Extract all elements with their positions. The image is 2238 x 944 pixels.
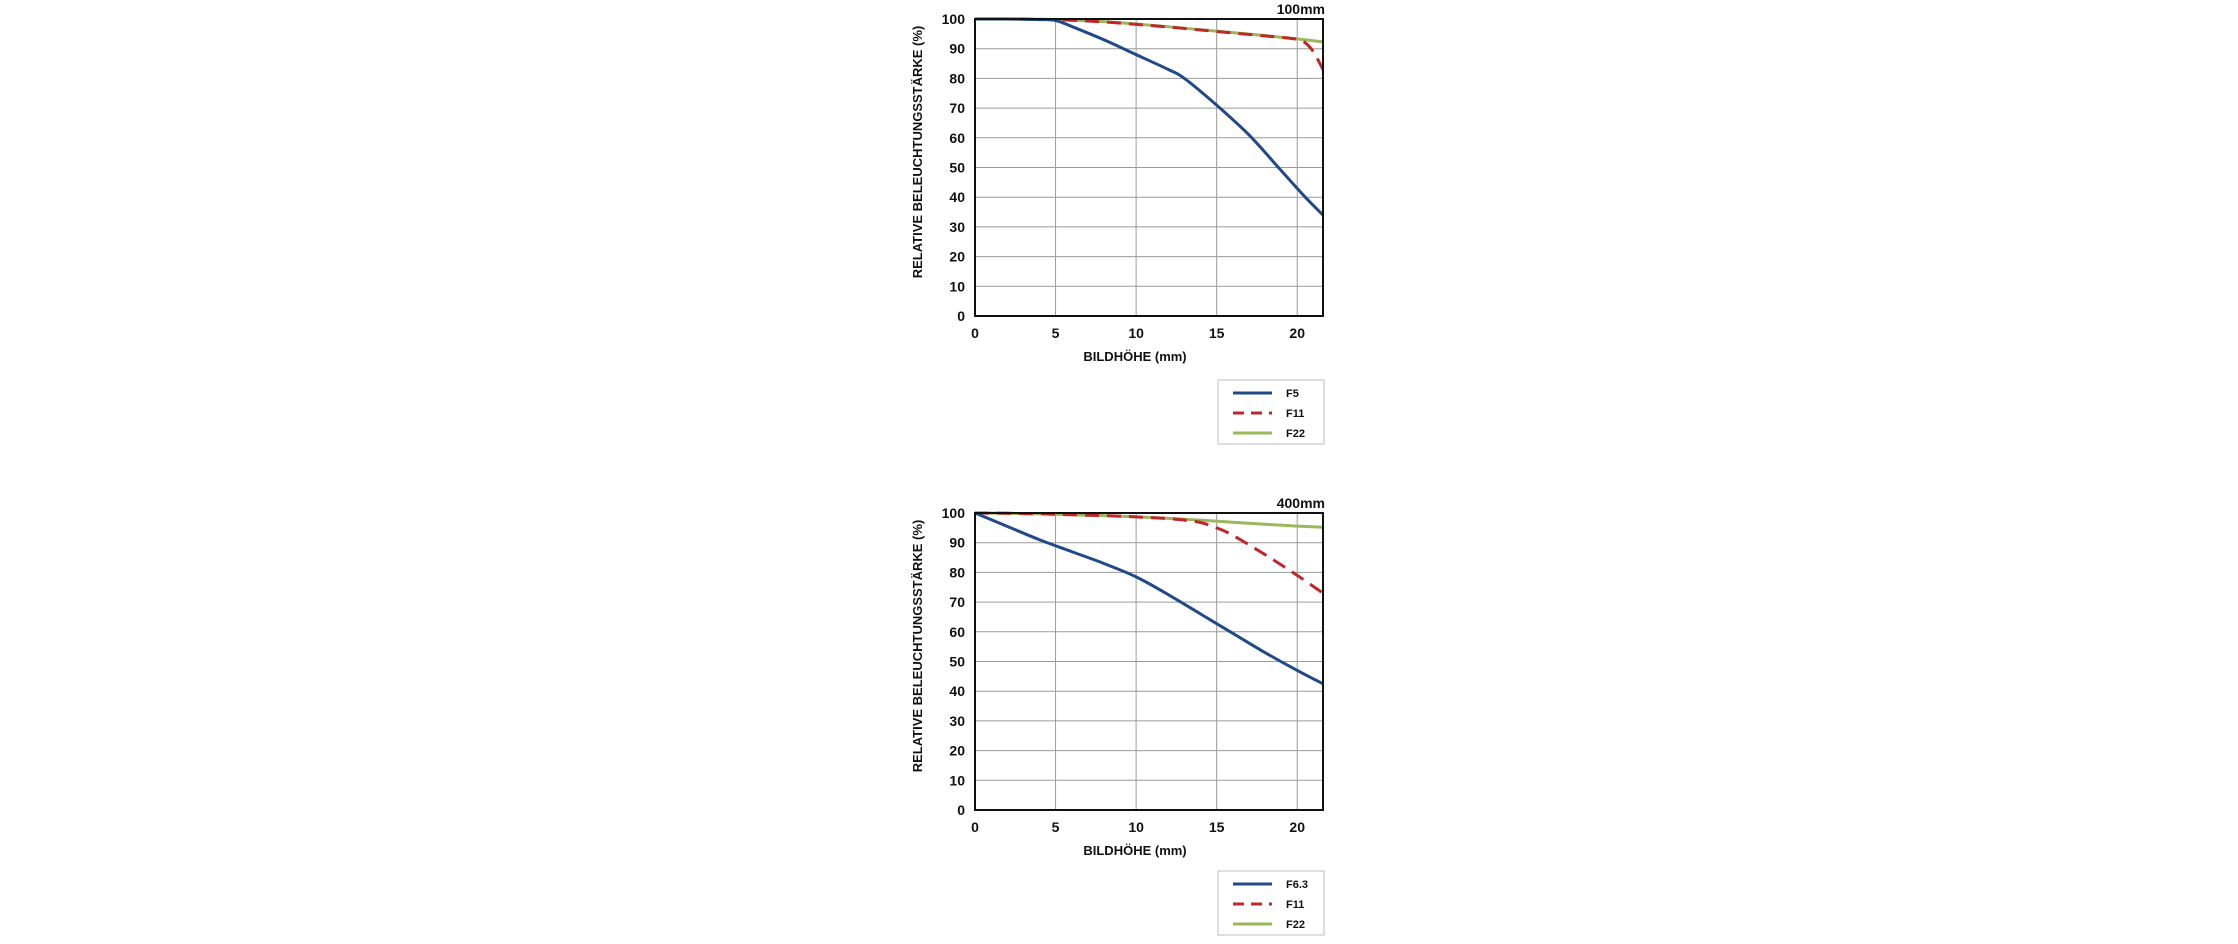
chart-title: 100mm	[1277, 1, 1325, 17]
x-tick-label: 10	[1128, 819, 1144, 835]
x-tick-label: 0	[971, 819, 979, 835]
x-tick-label: 0	[971, 325, 979, 341]
y-tick-label: 90	[949, 535, 965, 551]
x-tick-label: 5	[1052, 819, 1060, 835]
y-axis-label: RELATIVE BELEUCHTUNGSSTÄRKE (%)	[910, 520, 925, 773]
y-tick-label: 100	[942, 11, 966, 27]
y-tick-label: 50	[949, 654, 965, 670]
y-tick-label: 0	[957, 308, 965, 324]
legend-label: F11	[1286, 899, 1304, 911]
series-line-f6-3	[975, 511, 1323, 686]
y-tick-label: 60	[949, 624, 965, 640]
y-tick-label: 40	[949, 189, 965, 205]
y-tick-label: 60	[949, 130, 965, 146]
x-tick-label: 15	[1209, 819, 1225, 835]
legend-label: F11	[1286, 408, 1304, 420]
y-tick-label: 20	[949, 743, 965, 759]
legend-label: F22	[1286, 919, 1305, 931]
x-tick-label: 20	[1289, 325, 1305, 341]
y-axis-label: RELATIVE BELEUCHTUNGSSTÄRKE (%)	[910, 26, 925, 279]
y-tick-label: 90	[949, 41, 965, 57]
y-tick-label: 70	[949, 594, 965, 610]
y-tick-label: 30	[949, 219, 965, 235]
y-tick-label: 20	[949, 249, 965, 265]
plot-frame	[974, 512, 1324, 811]
plot-frame	[974, 18, 1324, 317]
chart-title: 400mm	[1277, 495, 1325, 511]
y-tick-label: 100	[942, 505, 966, 521]
y-tick-label: 50	[949, 160, 965, 176]
series-line-f22	[975, 17, 1323, 44]
legend-label: F5	[1286, 388, 1299, 400]
y-tick-label: 80	[949, 70, 965, 86]
y-tick-label: 80	[949, 564, 965, 580]
x-tick-label: 20	[1289, 819, 1305, 835]
legend-label: F6.3	[1286, 879, 1308, 891]
y-tick-label: 40	[949, 683, 965, 699]
y-tick-label: 30	[949, 713, 965, 729]
y-tick-label: 10	[949, 278, 965, 294]
legend-label: F22	[1286, 428, 1305, 440]
x-tick-label: 10	[1128, 325, 1144, 341]
y-tick-label: 0	[957, 802, 965, 818]
series-line-f22	[975, 511, 1323, 529]
y-tick-label: 70	[949, 100, 965, 116]
y-tick-label: 10	[949, 772, 965, 788]
x-tick-label: 5	[1052, 325, 1060, 341]
x-axis-label: BILDHÖHE (mm)	[1083, 843, 1186, 858]
x-axis-label: BILDHÖHE (mm)	[1083, 349, 1186, 364]
x-tick-label: 15	[1209, 325, 1225, 341]
